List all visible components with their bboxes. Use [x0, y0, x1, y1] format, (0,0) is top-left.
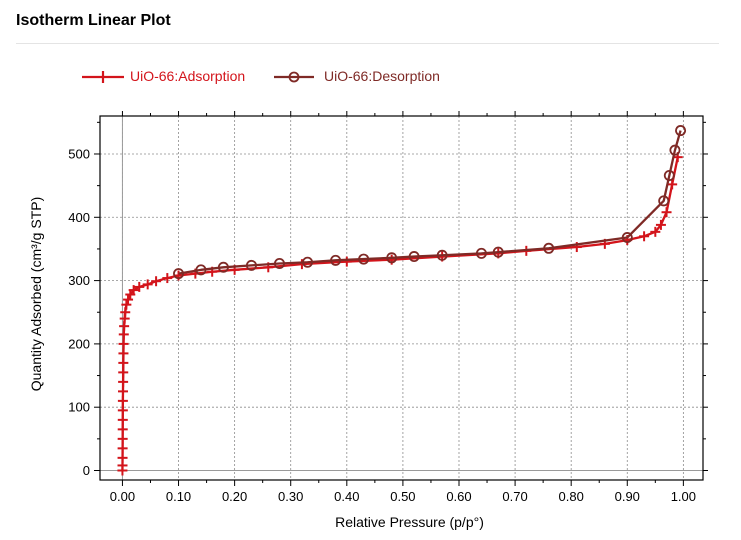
- data-point-circle: [408, 251, 420, 263]
- data-point-plus: [117, 405, 128, 416]
- x-tick-label: 0.70: [502, 489, 527, 504]
- x-tick-label: 0.10: [166, 489, 191, 504]
- data-point-circle: [386, 252, 398, 264]
- data-point-plus: [117, 443, 128, 454]
- data-point-circle: [669, 144, 681, 156]
- x-tick-label: 0.30: [278, 489, 303, 504]
- data-point-circle: [621, 232, 633, 244]
- data-point-plus: [296, 259, 307, 270]
- y-tick-label: 400: [68, 210, 90, 225]
- x-tick-label: 0.90: [615, 489, 640, 504]
- y-axis-label: Quantity Adsorbed (cm³/g STP): [28, 197, 44, 392]
- data-point-circle: [195, 264, 207, 276]
- x-tick-label: 0.00: [110, 489, 135, 504]
- data-point-plus: [118, 367, 129, 378]
- data-point-plus: [118, 348, 129, 359]
- plot-frame: [99, 115, 704, 481]
- axes: 0.00 0.10 0.20 0.30 0.40 0.50 0.60 0.70 0.80 0.90…: [28, 111, 708, 530]
- legend-label-adsorption: UiO-66:Adsorption: [130, 68, 246, 84]
- y-tick-label: 100: [68, 400, 90, 415]
- data-point-plus: [128, 285, 139, 296]
- data-point-plus: [117, 424, 128, 435]
- data-point-plus: [117, 433, 128, 444]
- y-tick-label: 500: [68, 146, 90, 161]
- data-point-circle: [330, 254, 342, 266]
- x-tick-label: 0.50: [390, 489, 415, 504]
- y-tick-label: 200: [68, 336, 90, 351]
- legend-label-desorption: UiO-66:Desorption: [324, 68, 440, 84]
- data-point-plus: [117, 452, 128, 463]
- page-header: Isotherm Linear Plot: [0, 0, 741, 44]
- data-point-plus: [117, 386, 128, 397]
- y-tick-label: 300: [68, 273, 90, 288]
- data-point-circle: [273, 257, 285, 269]
- data-point-circle: [475, 247, 487, 259]
- data-point-plus: [661, 207, 672, 218]
- x-axis-label: Relative Pressure (p/p°): [335, 514, 484, 530]
- data-point-plus: [117, 395, 128, 406]
- series-desorption: [173, 125, 687, 280]
- plus-marker-icon: [82, 71, 124, 83]
- x-tick-label: 0.80: [559, 489, 584, 504]
- y-tick-label: 0: [83, 463, 90, 478]
- data-point-plus: [118, 376, 129, 387]
- page-title: Isotherm Linear Plot: [16, 12, 171, 29]
- grid-lines: [100, 116, 703, 480]
- data-point-plus: [118, 338, 129, 349]
- data-point-plus: [121, 299, 132, 310]
- x-tick-label: 0.20: [222, 489, 247, 504]
- series-adsorption: [117, 152, 683, 476]
- data-point-circle: [658, 195, 670, 207]
- data-point-plus: [341, 256, 352, 267]
- data-point-circle: [358, 253, 370, 265]
- data-point-circle: [675, 125, 687, 137]
- data-point-circle: [245, 259, 257, 271]
- data-point-circle: [663, 170, 675, 182]
- data-point-plus: [120, 307, 131, 318]
- x-tick-label: 0.60: [446, 489, 471, 504]
- data-point-plus: [162, 273, 173, 284]
- header-divider: [16, 43, 719, 44]
- data-point-plus: [134, 281, 145, 292]
- x-tick-label: 1.00: [671, 489, 696, 504]
- data-point-circle: [436, 249, 448, 261]
- data-point-circle: [492, 246, 504, 258]
- data-point-circle: [302, 256, 314, 268]
- x-tick-label: 0.40: [334, 489, 359, 504]
- data-point-plus: [123, 294, 134, 305]
- data-point-plus: [655, 219, 666, 230]
- data-point-circle: [543, 242, 555, 254]
- data-point-plus: [650, 226, 661, 237]
- data-point-circle: [217, 261, 229, 273]
- circle-marker-icon: [274, 71, 314, 83]
- data-point-plus: [667, 179, 678, 190]
- series-line: [178, 130, 682, 275]
- data-point-plus: [142, 279, 153, 290]
- data-point-circle: [173, 268, 185, 280]
- data-point-plus: [639, 231, 650, 242]
- series-line: [121, 156, 679, 471]
- data-point-plus: [118, 357, 129, 368]
- data-point-plus: [117, 414, 128, 425]
- data-point-plus: [151, 276, 162, 287]
